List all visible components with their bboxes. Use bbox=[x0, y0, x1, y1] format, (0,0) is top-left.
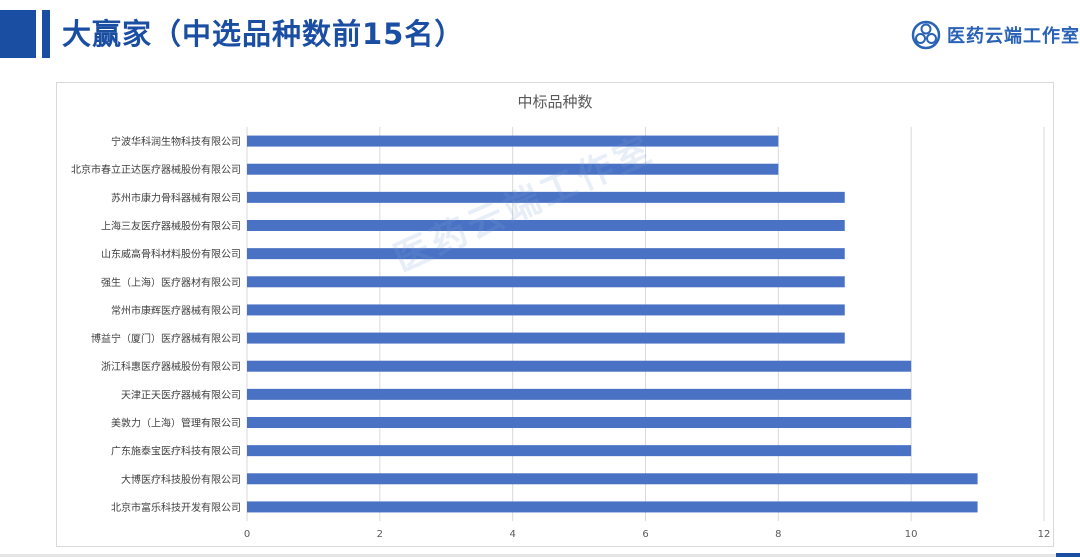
chart-frame: 中标品种数 0 2 4 6 8 10 12 宁波华科润生物科技有限公司北京市春立正达医疗器械股… bbox=[56, 82, 1054, 547]
category-label: 苏州市康力骨科器械有限公司 bbox=[111, 191, 241, 204]
brand: 医药云端工作室 bbox=[911, 18, 1080, 52]
brand-logo-icon bbox=[911, 20, 941, 50]
x-tick-label: 8 bbox=[775, 529, 781, 540]
bar bbox=[247, 248, 845, 260]
category-label: 美敦力（上海）管理有限公司 bbox=[111, 417, 241, 430]
bar bbox=[247, 388, 912, 400]
footer-line bbox=[0, 554, 1080, 557]
bar bbox=[247, 445, 912, 457]
bar bbox=[247, 220, 845, 231]
bar bbox=[247, 163, 779, 175]
category-label: 山东威高骨科材料股份有限公司 bbox=[101, 248, 241, 261]
header-accent-stripe bbox=[42, 10, 50, 58]
category-label: 大博医疗科技股份有限公司 bbox=[121, 473, 241, 486]
bar bbox=[247, 360, 912, 372]
category-label: 常州市康辉医疗器械有限公司 bbox=[111, 304, 241, 317]
x-tick-label: 4 bbox=[509, 529, 515, 540]
brand-name: 医药云端工作室 bbox=[947, 26, 1080, 47]
bar bbox=[247, 501, 978, 513]
bar bbox=[247, 417, 912, 428]
bar bbox=[247, 135, 779, 147]
category-label: 天津正天医疗器械有限公司 bbox=[121, 388, 241, 401]
bar bbox=[247, 332, 845, 344]
bar bbox=[247, 191, 845, 203]
category-label: 强生（上海）医疗器材有限公司 bbox=[101, 276, 241, 289]
footer-accent bbox=[1056, 553, 1080, 557]
x-tick-label: 6 bbox=[642, 529, 648, 540]
bar-chart: 0 2 4 6 8 10 12 宁波华科润生物科技有限公司北京市春立正达医疗器械股份有限公司苏… bbox=[71, 127, 1051, 540]
bar bbox=[247, 276, 845, 288]
x-tick-label: 2 bbox=[377, 529, 383, 540]
category-label: 广东施泰宝医疗科技有限公司 bbox=[111, 445, 241, 458]
bar bbox=[247, 473, 978, 485]
header-accent-block bbox=[0, 10, 36, 58]
page-title: 大赢家（中选品种数前15名） bbox=[62, 17, 465, 51]
category-label: 博益宁（厦门）医疗器械有限公司 bbox=[91, 332, 241, 345]
category-label: 北京市春立正达医疗器械股份有限公司 bbox=[71, 163, 241, 176]
category-label: 上海三友医疗器械股份有限公司 bbox=[101, 220, 241, 233]
chart-title: 中标品种数 bbox=[517, 93, 593, 111]
category-label: 浙江科惠医疗器械股份有限公司 bbox=[101, 360, 241, 373]
bar bbox=[247, 304, 845, 316]
x-tick-label: 0 bbox=[244, 529, 250, 540]
category-label: 北京市富乐科技开发有限公司 bbox=[111, 501, 241, 514]
category-label: 宁波华科润生物科技有限公司 bbox=[111, 135, 241, 148]
x-tick-label: 10 bbox=[905, 529, 918, 540]
x-tick-label: 12 bbox=[1038, 529, 1051, 540]
